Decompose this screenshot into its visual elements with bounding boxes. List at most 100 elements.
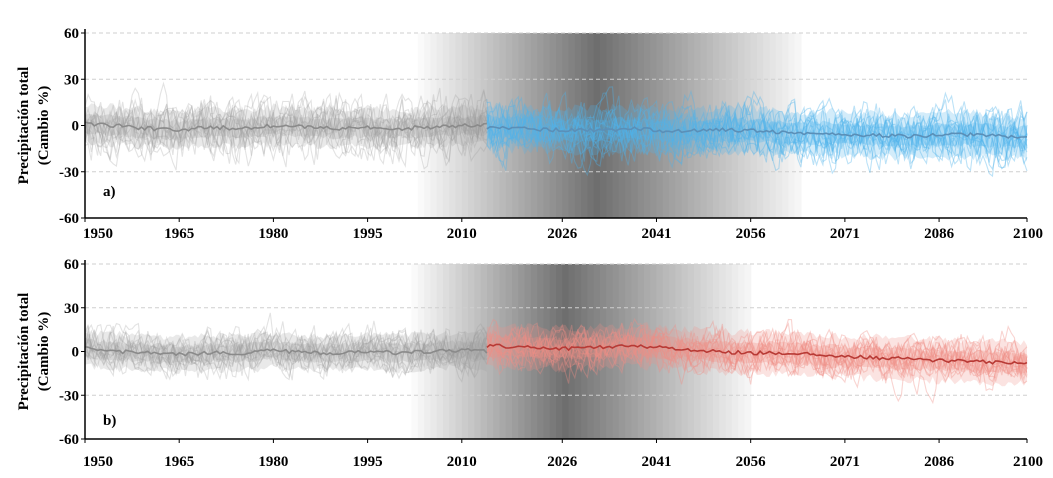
historical-member-line [84,322,488,381]
y-tick-label: 60 [64,257,79,273]
shading-band [493,264,501,439]
projection-member-line [486,95,1028,172]
historical-member-line [84,96,488,164]
shading-band [593,264,601,439]
projection-mean-line [486,343,1028,365]
shading-band [512,33,519,218]
spread-shading [417,33,802,218]
shading-band [424,264,431,439]
y-axis-label-line1: Precipitación total [16,67,32,185]
historical-member-line [84,312,488,381]
shading-band [537,264,545,439]
shading-band [637,33,645,218]
y-tick-label: -30 [59,165,79,181]
historical-member-line [84,111,488,143]
shading-band [669,264,676,439]
shading-band [505,33,513,218]
shading-band [530,33,538,218]
historical-member-line [84,324,488,381]
projection-member-line [486,318,1028,381]
projection-member-line [486,98,1028,167]
shading-band [606,264,614,439]
x-tick-label: 1995 [353,226,383,242]
y-tick-label: 30 [64,72,79,88]
shading-band [568,264,576,439]
shading-band [581,264,588,439]
shading-band [675,33,683,218]
shading-band [738,33,745,218]
x-tick-label: 2086 [924,226,955,242]
shading-band [675,264,683,439]
x-tick-label: 2056 [736,226,767,242]
shading-band [411,264,419,439]
projection-member-line [486,99,1028,163]
projection-member-line [486,327,1028,379]
y-axis-label-line2: (Cambio %) [36,312,52,392]
shading-band [499,33,507,218]
shading-band [549,33,557,218]
y-tick-label: -60 [59,211,79,227]
shading-band [656,33,664,218]
y-axis-label-line2: (Cambio %) [36,86,52,166]
projection-member-line [486,321,1028,381]
projection-member-line [486,318,1028,405]
historical-range-band [85,329,487,374]
projection-mean-line [486,125,1028,139]
shading-band [436,264,444,439]
x-tick-label: 2041 [641,454,671,470]
historical-member-line [84,328,488,377]
x-tick-label: 1950 [83,454,113,470]
shading-band [625,33,632,218]
shading-band [612,264,620,439]
shading-band [782,33,789,218]
shading-band [618,33,626,218]
shading-band [731,264,739,439]
shading-band [486,33,494,218]
x-tick-label: 2100 [1013,226,1043,242]
shading-band [681,264,689,439]
projection-member-line [486,86,1028,178]
y-axis-label-line1: Precipitación total [16,293,32,411]
y-tick-label: 0 [72,119,80,135]
x-tick-label: 1980 [258,226,288,242]
shading-band [612,33,620,218]
shading-band [587,264,595,439]
shading-band [650,33,658,218]
historical-range-band [85,103,487,151]
historical-member-line [84,334,488,370]
historical-member-line [84,103,488,149]
shading-band [574,264,582,439]
shading-band [662,264,670,439]
historical-member-line [84,87,488,170]
shading-band [725,33,733,218]
historical-mean-line [84,121,487,132]
shading-band [788,33,796,218]
x-tick-label: 2026 [547,226,578,242]
shading-band [505,264,513,439]
projection-member-line [486,324,1028,384]
shading-band [625,264,632,439]
shading-band [606,33,614,218]
shading-band [562,33,570,218]
projection-member-line [486,90,1028,168]
shading-band [719,33,727,218]
shading-band [631,264,639,439]
panel-label: a) [103,184,116,200]
shading-band [643,264,651,439]
historical-member-line [84,90,488,158]
y-tick-label: 60 [64,26,79,42]
historical-iqr-band [85,113,487,141]
historical-member-line [84,87,488,168]
shading-band [468,264,475,439]
shading-band [650,264,658,439]
shading-band [662,33,670,218]
historical-member-line [84,100,488,156]
historical-member-line [84,329,488,374]
x-tick-label: 1995 [353,454,383,470]
shading-band [524,264,532,439]
historical-member-line [84,90,488,171]
projection-member-line [486,331,1028,378]
projection-member-line [486,89,1028,172]
